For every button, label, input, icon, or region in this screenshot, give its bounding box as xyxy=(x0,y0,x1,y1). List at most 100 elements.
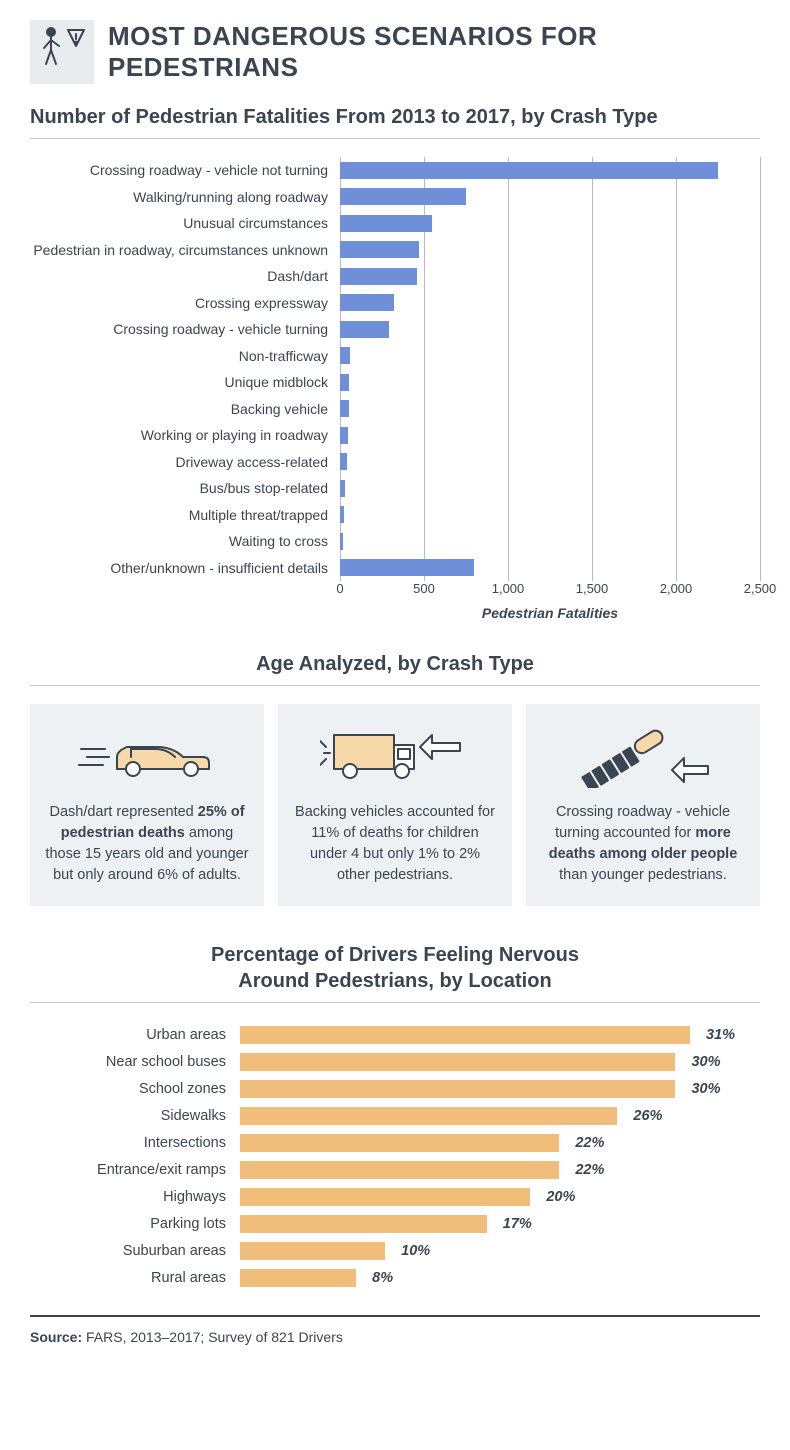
chart2-row: Entrance/exit ramps 22% xyxy=(30,1156,760,1183)
age-card-text: Backing vehicles accounted for 11% of de… xyxy=(292,802,498,886)
chart1-tick-label: 2,500 xyxy=(744,581,777,596)
chart2-category-label: Rural areas xyxy=(30,1270,230,1286)
chart1-bar xyxy=(340,162,718,179)
chart2-category-label: Near school buses xyxy=(30,1054,230,1070)
chart1-category-label: Unique midblock xyxy=(30,369,340,396)
chart1-bar xyxy=(340,347,350,364)
car-dash-icon xyxy=(77,722,217,790)
nervous-chart: Percentage of Drivers Feeling NervousAro… xyxy=(30,942,760,1291)
chart2-row: Sidewalks 26% xyxy=(30,1102,760,1129)
chart2-bar xyxy=(240,1269,356,1287)
chart1-category-label: Backing vehicle xyxy=(30,396,340,423)
chart1-bar xyxy=(340,321,389,338)
chart1-category-label: Crossing roadway - vehicle not turning xyxy=(30,157,340,184)
age-card: Backing vehicles accounted for 11% of de… xyxy=(278,704,512,906)
chart1-bar xyxy=(340,506,344,523)
chart1-tick-label: 2,000 xyxy=(660,581,693,596)
age-cards: Dash/dart represented 25% of pedestrian … xyxy=(30,704,760,906)
chart2-row: Urban areas 31% xyxy=(30,1021,760,1048)
chart2-pct-label: 8% xyxy=(372,1270,393,1286)
chart1-xlabel: Pedestrian Fatalities xyxy=(340,605,760,621)
chart2-title: Percentage of Drivers Feeling NervousAro… xyxy=(30,942,760,994)
chart2-pct-label: 30% xyxy=(691,1081,720,1097)
age-card: Dash/dart represented 25% of pedestrian … xyxy=(30,704,264,906)
chart1-bar xyxy=(340,480,345,497)
chart2-pct-label: 17% xyxy=(503,1216,532,1232)
divider-dark xyxy=(30,1315,760,1317)
chart2-pct-label: 26% xyxy=(633,1108,662,1124)
divider xyxy=(30,138,760,139)
chart2-pct-label: 30% xyxy=(691,1054,720,1070)
chart2-bar xyxy=(240,1080,675,1098)
chart1-category-label: Working or playing in roadway xyxy=(30,422,340,449)
chart2-bar xyxy=(240,1026,690,1044)
chart1-bar xyxy=(340,188,466,205)
chart1-gridline xyxy=(676,157,677,581)
chart1-gridline xyxy=(760,157,761,581)
age-card-text: Dash/dart represented 25% of pedestrian … xyxy=(44,802,250,886)
crosswalk-turn-icon xyxy=(568,722,718,790)
chart1-category-label: Crossing roadway - vehicle turning xyxy=(30,316,340,343)
chart2-row: Parking lots 17% xyxy=(30,1210,760,1237)
chart1-category-label: Non-trafficway xyxy=(30,343,340,370)
chart2-category-label: Suburban areas xyxy=(30,1243,230,1259)
truck-back-icon xyxy=(320,722,470,790)
chart1-tick-label: 1,000 xyxy=(492,581,525,596)
chart2-row: School zones 30% xyxy=(30,1075,760,1102)
chart2-pct-label: 22% xyxy=(575,1162,604,1178)
chart1-bar xyxy=(340,268,417,285)
chart1-category-label: Multiple threat/trapped xyxy=(30,502,340,529)
chart2-category-label: Urban areas xyxy=(30,1027,230,1043)
chart2-row: Highways 20% xyxy=(30,1183,760,1210)
chart2-pct-label: 20% xyxy=(546,1189,575,1205)
chart1-gridline xyxy=(592,157,593,581)
chart1-title: Number of Pedestrian Fatalities From 201… xyxy=(30,104,760,130)
chart2-bar xyxy=(240,1053,675,1071)
chart2-bar xyxy=(240,1161,559,1179)
chart1-bar xyxy=(340,241,419,258)
divider xyxy=(30,685,760,686)
chart2-category-label: Sidewalks xyxy=(30,1108,230,1124)
chart1-category-label: Unusual circumstances xyxy=(30,210,340,237)
chart1-tick-label: 500 xyxy=(413,581,435,596)
chart1-category-label: Dash/dart xyxy=(30,263,340,290)
chart1-bar xyxy=(340,453,347,470)
chart1-category-label: Crossing expressway xyxy=(30,290,340,317)
chart1-tick-label: 0 xyxy=(336,581,343,596)
main-title: MOST DANGEROUS SCENARIOS FOR PEDESTRIANS xyxy=(108,21,760,83)
chart2-category-label: Entrance/exit ramps xyxy=(30,1162,230,1178)
age-title: Age Analyzed, by Crash Type xyxy=(30,651,760,677)
chart1-category-label: Other/unknown - insufficient details xyxy=(30,555,340,582)
chart2-row: Near school buses 30% xyxy=(30,1048,760,1075)
header: MOST DANGEROUS SCENARIOS FOR PEDESTRIANS xyxy=(30,20,760,84)
chart1-bar xyxy=(340,559,474,576)
chart1-gridline xyxy=(508,157,509,581)
age-card-text: Crossing roadway - vehicle turning accou… xyxy=(540,802,746,886)
source-text: Source: FARS, 2013–2017; Survey of 821 D… xyxy=(30,1329,760,1345)
chart2-pct-label: 31% xyxy=(706,1027,735,1043)
pedestrian-warning-icon xyxy=(30,20,94,84)
chart2-category-label: Parking lots xyxy=(30,1216,230,1232)
chart2-bar xyxy=(240,1134,559,1152)
divider xyxy=(30,1002,760,1003)
chart2-bar xyxy=(240,1215,487,1233)
chart1-bar xyxy=(340,427,348,444)
chart2-category-label: Highways xyxy=(30,1189,230,1205)
chart1-bar xyxy=(340,374,349,391)
chart2-pct-label: 10% xyxy=(401,1243,430,1259)
chart1-category-label: Waiting to cross xyxy=(30,528,340,555)
chart2-bar xyxy=(240,1188,530,1206)
chart2-category-label: School zones xyxy=(30,1081,230,1097)
chart2-row: Intersections22% xyxy=(30,1129,760,1156)
chart1-bar xyxy=(340,533,343,550)
fatalities-chart: Number of Pedestrian Fatalities From 201… xyxy=(30,104,760,621)
chart2-row: Suburban areas 10% xyxy=(30,1237,760,1264)
chart1-category-label: Driveway access-related xyxy=(30,449,340,476)
chart1-bar xyxy=(340,294,394,311)
chart1-category-label: Bus/bus stop-related xyxy=(30,475,340,502)
chart1-category-label: Pedestrian in roadway, circumstances unk… xyxy=(30,237,340,264)
chart2-bar xyxy=(240,1107,617,1125)
chart1-tick-label: 1,500 xyxy=(576,581,609,596)
chart1-category-label: Walking/running along roadway xyxy=(30,184,340,211)
chart2-pct-label: 22% xyxy=(575,1135,604,1151)
